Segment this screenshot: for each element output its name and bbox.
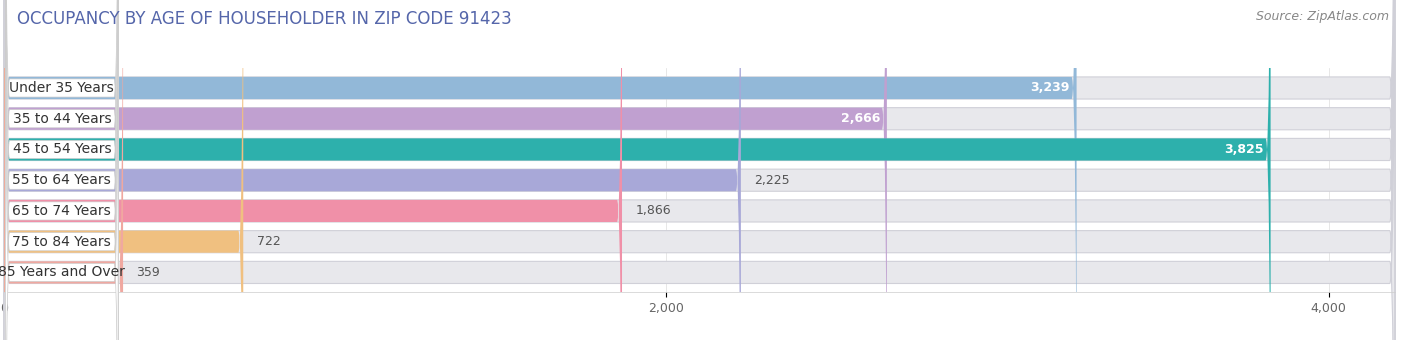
Text: 2,225: 2,225 [754, 174, 790, 187]
FancyBboxPatch shape [4, 0, 1395, 340]
Text: 722: 722 [256, 235, 280, 248]
FancyBboxPatch shape [6, 0, 118, 340]
FancyBboxPatch shape [4, 0, 1395, 340]
Text: Under 35 Years: Under 35 Years [10, 81, 114, 95]
FancyBboxPatch shape [6, 0, 118, 340]
Text: 85 Years and Over: 85 Years and Over [0, 266, 125, 279]
FancyBboxPatch shape [4, 0, 243, 340]
Text: OCCUPANCY BY AGE OF HOUSEHOLDER IN ZIP CODE 91423: OCCUPANCY BY AGE OF HOUSEHOLDER IN ZIP C… [17, 10, 512, 28]
FancyBboxPatch shape [4, 0, 1271, 340]
FancyBboxPatch shape [4, 0, 124, 340]
Text: 65 to 74 Years: 65 to 74 Years [13, 204, 111, 218]
Text: 3,825: 3,825 [1225, 143, 1264, 156]
FancyBboxPatch shape [4, 0, 1395, 340]
FancyBboxPatch shape [6, 0, 118, 340]
FancyBboxPatch shape [4, 0, 887, 340]
Text: 45 to 54 Years: 45 to 54 Years [13, 142, 111, 156]
FancyBboxPatch shape [6, 0, 118, 340]
Text: 359: 359 [136, 266, 160, 279]
Text: 55 to 64 Years: 55 to 64 Years [13, 173, 111, 187]
FancyBboxPatch shape [6, 0, 118, 340]
Text: 3,239: 3,239 [1031, 82, 1070, 95]
FancyBboxPatch shape [4, 0, 1395, 340]
FancyBboxPatch shape [4, 0, 1395, 340]
FancyBboxPatch shape [6, 0, 118, 340]
FancyBboxPatch shape [4, 0, 621, 340]
FancyBboxPatch shape [6, 0, 118, 340]
Text: Source: ZipAtlas.com: Source: ZipAtlas.com [1256, 10, 1389, 23]
Text: 75 to 84 Years: 75 to 84 Years [13, 235, 111, 249]
Text: 2,666: 2,666 [841, 112, 880, 125]
Text: 1,866: 1,866 [636, 204, 671, 218]
FancyBboxPatch shape [4, 0, 1395, 340]
Text: 35 to 44 Years: 35 to 44 Years [13, 112, 111, 126]
FancyBboxPatch shape [4, 0, 1395, 340]
FancyBboxPatch shape [4, 0, 1077, 340]
FancyBboxPatch shape [4, 0, 741, 340]
